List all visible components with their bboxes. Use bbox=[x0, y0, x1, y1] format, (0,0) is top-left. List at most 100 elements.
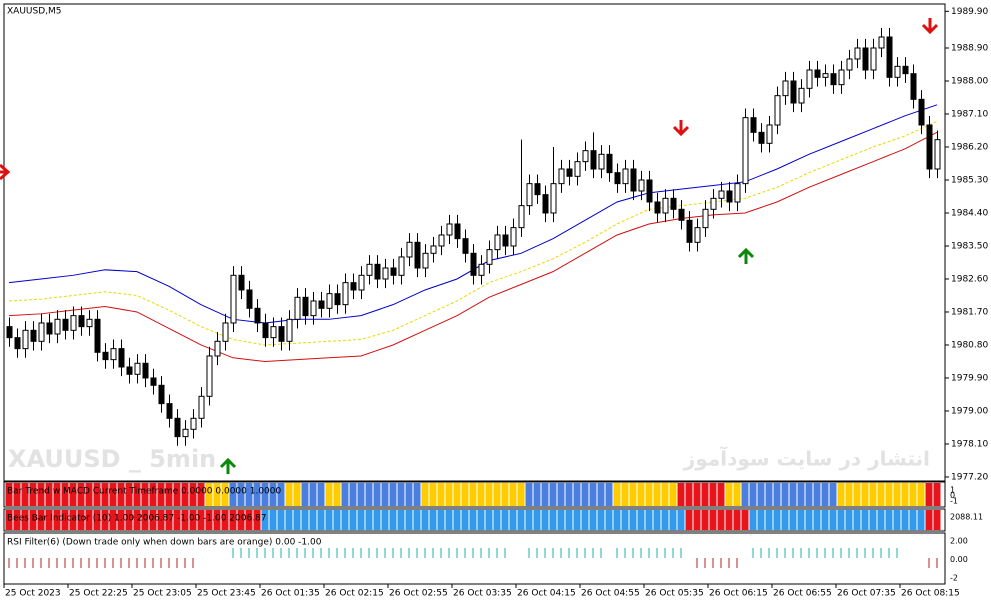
trend-bar bbox=[613, 510, 621, 530]
trend-bar bbox=[69, 510, 77, 530]
trend-bar bbox=[21, 483, 29, 506]
trend-bar bbox=[821, 510, 829, 530]
trend-bar bbox=[77, 510, 85, 530]
trend-bar bbox=[501, 483, 509, 506]
candle-body bbox=[118, 348, 125, 368]
trend-bar bbox=[13, 510, 21, 530]
panel-tick-label: -2 bbox=[950, 574, 958, 583]
candle-body bbox=[454, 223, 461, 240]
candle-body bbox=[630, 168, 637, 192]
trend-bar bbox=[701, 510, 709, 530]
trend-bar bbox=[869, 483, 877, 506]
trend-bar bbox=[621, 483, 629, 506]
trend-bar bbox=[677, 483, 685, 506]
candle-body bbox=[502, 234, 509, 247]
trend-bar bbox=[245, 510, 253, 530]
candle-body bbox=[390, 267, 397, 276]
trend-bar bbox=[837, 510, 845, 530]
candle-body bbox=[126, 366, 133, 375]
trend-bar bbox=[757, 510, 765, 530]
trend-bar bbox=[445, 483, 453, 506]
trend-bar bbox=[757, 483, 765, 506]
trend-bar bbox=[821, 483, 829, 506]
trend-bar bbox=[565, 510, 573, 530]
candle-body bbox=[862, 47, 869, 71]
candle-body bbox=[590, 150, 597, 170]
trend-bar bbox=[253, 483, 261, 506]
trend-bar bbox=[109, 483, 117, 506]
candle-body bbox=[598, 153, 605, 170]
trend-bar bbox=[845, 483, 853, 506]
trend-bar bbox=[341, 510, 349, 530]
trend-bar bbox=[725, 483, 733, 506]
trend-bar bbox=[157, 510, 165, 530]
x-tick-label: 26 Oct 04:55 bbox=[581, 589, 640, 599]
candle-body bbox=[222, 322, 229, 342]
candle-body bbox=[214, 340, 221, 357]
trend-bar bbox=[133, 510, 141, 530]
trend-bar bbox=[213, 510, 221, 530]
trend-bar bbox=[253, 510, 261, 530]
trend-bar bbox=[477, 483, 485, 506]
candle-body bbox=[70, 315, 77, 331]
x-tick-label: 26 Oct 02:55 bbox=[389, 589, 448, 599]
candle-body bbox=[926, 124, 933, 170]
trend-bar bbox=[877, 483, 885, 506]
trend-bar bbox=[773, 483, 781, 506]
ma-line bbox=[8, 131, 938, 362]
candle-body bbox=[334, 293, 341, 306]
candle-body bbox=[574, 161, 581, 177]
trend-bar bbox=[301, 483, 309, 506]
candle-body bbox=[278, 326, 285, 342]
sell-arrow bbox=[0, 163, 11, 181]
candle-body bbox=[142, 362, 149, 379]
trend-bar bbox=[349, 510, 357, 530]
x-tick-label: 26 Oct 02:15 bbox=[325, 589, 384, 599]
trend-bar bbox=[813, 483, 821, 506]
candle-body bbox=[14, 337, 21, 350]
candle-body bbox=[678, 208, 685, 221]
x-tick-label: 25 Oct 23:05 bbox=[133, 589, 192, 599]
trend-bar bbox=[165, 510, 173, 530]
trend-bar bbox=[29, 510, 37, 530]
trend-bar bbox=[485, 510, 493, 530]
trend-bar bbox=[805, 483, 813, 506]
candle-body bbox=[78, 315, 85, 328]
trend-bar bbox=[149, 483, 157, 506]
trend-bar bbox=[565, 483, 573, 506]
trend-bar bbox=[749, 510, 757, 530]
y-tick-label: 1978.10 bbox=[951, 439, 988, 449]
panel-tick-label: 0.00 bbox=[950, 555, 968, 564]
trend-bar bbox=[469, 510, 477, 530]
trend-bar bbox=[733, 483, 741, 506]
trend-bar bbox=[501, 510, 509, 530]
trend-bar bbox=[805, 510, 813, 530]
candle-body bbox=[534, 183, 541, 196]
trend-bar bbox=[869, 510, 877, 530]
candle-body bbox=[518, 205, 525, 229]
watermark: انتشار در سایت سودآموز bbox=[683, 446, 930, 471]
candle-body bbox=[46, 322, 53, 335]
trend-bar bbox=[509, 483, 517, 506]
candle-body bbox=[22, 329, 29, 350]
candle-body bbox=[582, 150, 589, 163]
candle-body bbox=[358, 274, 365, 291]
y-tick-label: 1988.90 bbox=[951, 43, 988, 53]
candle-body bbox=[302, 296, 309, 317]
trend-bar bbox=[493, 510, 501, 530]
trend-bar bbox=[933, 510, 941, 530]
trend-bar bbox=[469, 483, 477, 506]
candle-body bbox=[510, 227, 517, 247]
candle-body bbox=[646, 179, 653, 203]
candle-body bbox=[686, 219, 693, 243]
candle-body bbox=[158, 384, 165, 405]
panel-label: Bees Bar Indicator (10) 1.00 2006.87 -1.… bbox=[7, 514, 267, 524]
trend-bar bbox=[229, 510, 237, 530]
candle-body bbox=[558, 168, 565, 185]
candle-body bbox=[422, 252, 429, 269]
trend-bar bbox=[381, 510, 389, 530]
trend-bar bbox=[709, 510, 717, 530]
trend-bar bbox=[413, 483, 421, 506]
trend-bar bbox=[389, 510, 397, 530]
y-tick-label: 1979.00 bbox=[951, 406, 988, 416]
